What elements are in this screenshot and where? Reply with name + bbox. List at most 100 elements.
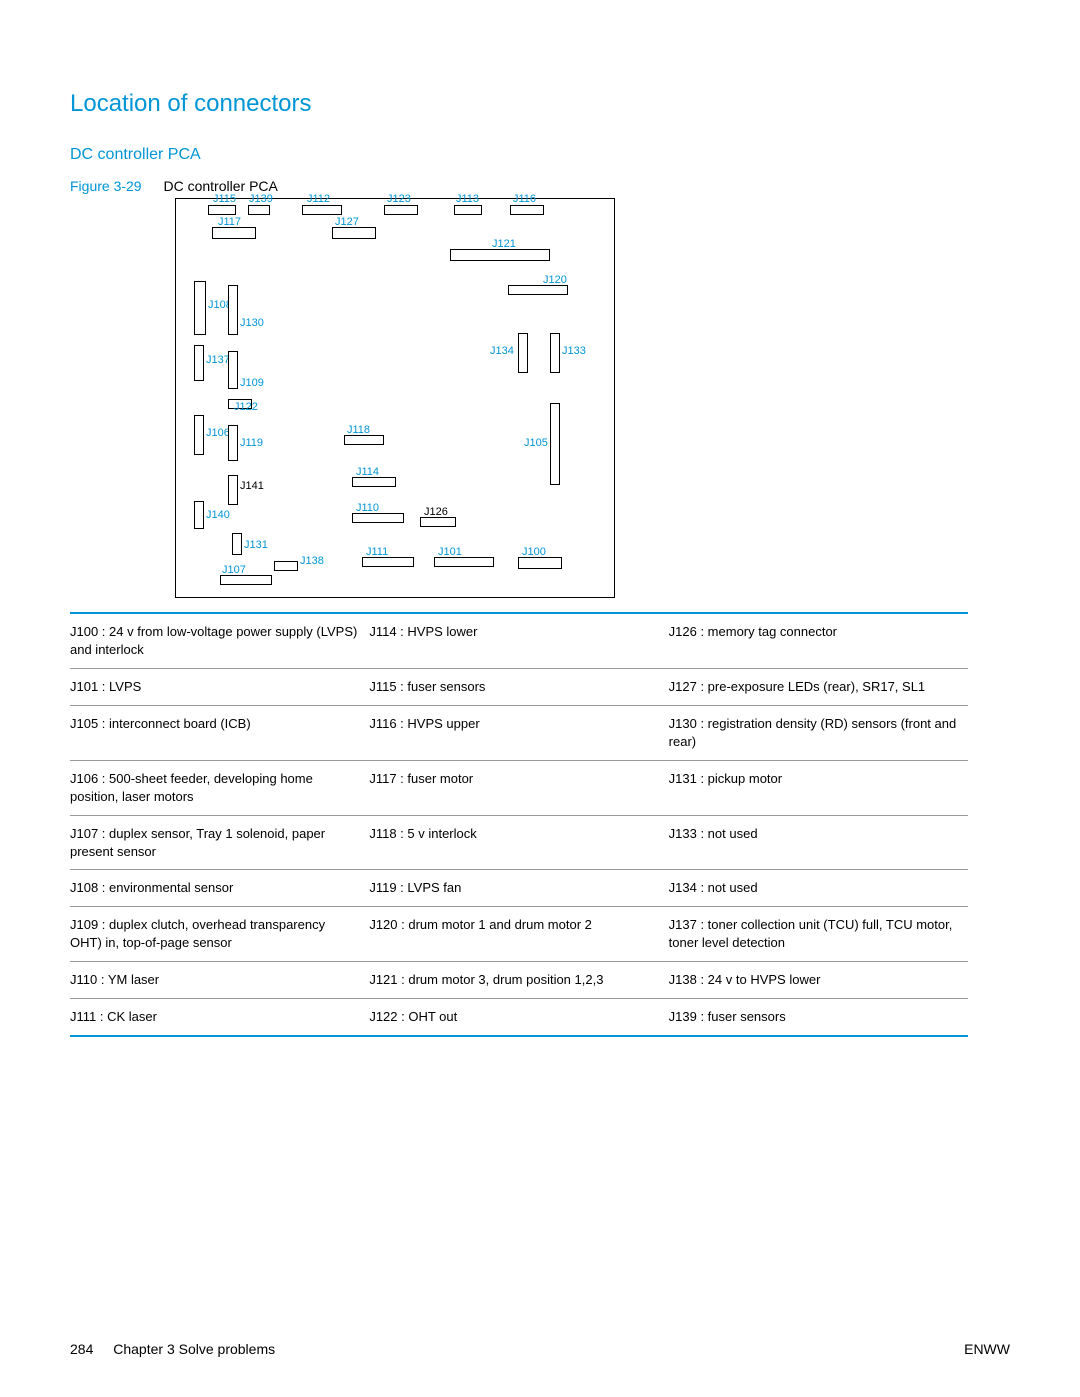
figure-title: DC controller PCA [163,178,277,194]
figure-caption: Figure 3-29 DC controller PCA [70,178,1010,194]
pca-diagram: J115J139J112J123J113J116J117J127J121J120… [175,198,615,598]
table-cell: J111 : CK laser [70,999,369,1035]
connector-label-j112: J112 [307,193,330,205]
table-cell: J138 : 24 v to HVPS lower [669,962,968,999]
table-cell: J122 : OHT out [369,999,668,1035]
connector-label-j127: J127 [335,216,359,228]
table-cell: J118 : 5 v interlock [369,815,668,870]
connector-j119 [228,425,238,461]
table-row: J109 : duplex clutch, overhead transpare… [70,907,968,962]
connector-j115 [208,205,236,215]
table-cell: J119 : LVPS fan [369,870,668,907]
connector-j139 [248,205,270,215]
connector-label-j123: J123 [387,193,411,205]
connector-j111 [362,557,414,567]
connector-j137 [194,345,204,381]
table-cell: J117 : fuser motor [369,760,668,815]
connector-j113 [454,205,482,215]
subsection-title: DC controller PCA [70,146,1010,164]
footer-right: ENWW [964,1341,1010,1357]
connector-label-j100: J100 [522,546,546,558]
table-cell: J107 : duplex sensor, Tray 1 solenoid, p… [70,815,369,870]
table-row: J100 : 24 v from low-voltage power suppl… [70,614,968,668]
connector-label-j141: J141 [240,480,264,492]
table-cell: J116 : HVPS upper [369,705,668,760]
connector-label-j120: J120 [543,274,567,286]
connector-label-j106: J106 [206,427,230,439]
chapter-label: Chapter 3 Solve problems [113,1341,275,1357]
connector-j112 [302,205,342,215]
table-cell: J139 : fuser sensors [669,999,968,1035]
connector-table: J100 : 24 v from low-voltage power suppl… [70,612,968,1037]
connector-j138 [274,561,298,571]
table-row: J106 : 500-sheet feeder, developing home… [70,760,968,815]
connector-j110 [352,513,404,523]
connector-j109 [228,351,238,389]
connector-j107 [220,575,272,585]
table-cell: J115 : fuser sensors [369,668,668,705]
connector-label-j116: J116 [513,193,536,205]
table-row: J111 : CK laserJ122 : OHT outJ139 : fuse… [70,999,968,1035]
connector-j116 [510,205,544,215]
connector-label-j121: J121 [492,238,516,250]
connector-label-j134: J134 [490,345,514,357]
connector-label-j111: J111 [366,546,388,558]
connector-label-j101: J101 [438,546,462,558]
connector-j101 [434,557,494,567]
connector-j114 [352,477,396,487]
connector-j134 [518,333,528,373]
table-cell: J101 : LVPS [70,668,369,705]
table-cell: J120 : drum motor 1 and drum motor 2 [369,907,668,962]
connector-j130 [228,285,238,335]
connector-label-j140: J140 [206,509,230,521]
connector-label-j105: J105 [524,437,548,449]
table-cell: J126 : memory tag connector [669,614,968,668]
table-row: J101 : LVPSJ115 : fuser sensorsJ127 : pr… [70,668,968,705]
connector-label-j133: J133 [562,345,586,357]
connector-j105 [550,403,560,485]
connector-label-j122: J122 [234,401,258,413]
connector-j120 [508,285,568,295]
connector-j117 [212,227,256,239]
connector-j106 [194,415,204,455]
connector-j131 [232,533,242,555]
connector-label-j131: J131 [244,539,268,551]
table-row: J110 : YM laserJ121 : drum motor 3, drum… [70,962,968,999]
connector-j133 [550,333,560,373]
page-footer: 284 Chapter 3 Solve problems ENWW [70,1341,1010,1357]
table-row: J108 : environmental sensorJ119 : LVPS f… [70,870,968,907]
connector-label-j115: J115 [213,193,236,205]
connector-label-j113: J113 [456,193,479,205]
connector-label-j117: J117 [218,216,241,228]
connector-j123 [384,205,418,215]
table-row: J107 : duplex sensor, Tray 1 solenoid, p… [70,815,968,870]
connector-label-j118: J118 [347,424,370,436]
table-cell: J105 : interconnect board (ICB) [70,705,369,760]
connector-label-j110: J110 [356,502,379,514]
table-cell: J137 : toner collection unit (TCU) full,… [669,907,968,962]
connector-j100 [518,557,562,569]
connector-label-j138: J138 [300,555,324,567]
connector-j118 [344,435,384,445]
page-number: 284 [70,1341,93,1357]
table-cell: J127 : pre-exposure LEDs (rear), SR17, S… [669,668,968,705]
table-cell: J106 : 500-sheet feeder, developing home… [70,760,369,815]
connector-j127 [332,227,376,239]
section-title: Location of connectors [70,90,1010,118]
connector-label-j130: J130 [240,317,264,329]
connector-j140 [194,501,204,529]
table-cell: J100 : 24 v from low-voltage power suppl… [70,614,369,668]
connector-label-j119: J119 [240,437,263,449]
table-cell: J110 : YM laser [70,962,369,999]
connector-label-j126: J126 [424,506,448,518]
connector-label-j114: J114 [356,466,379,478]
table-cell: J108 : environmental sensor [70,870,369,907]
connector-j141 [228,475,238,505]
table-cell: J121 : drum motor 3, drum position 1,2,3 [369,962,668,999]
connector-label-j139: J139 [249,193,273,205]
table-row: J105 : interconnect board (ICB)J116 : HV… [70,705,968,760]
table-cell: J131 : pickup motor [669,760,968,815]
figure-number: Figure 3-29 [70,178,142,194]
connector-label-j137: J137 [206,354,230,366]
table-cell: J133 : not used [669,815,968,870]
